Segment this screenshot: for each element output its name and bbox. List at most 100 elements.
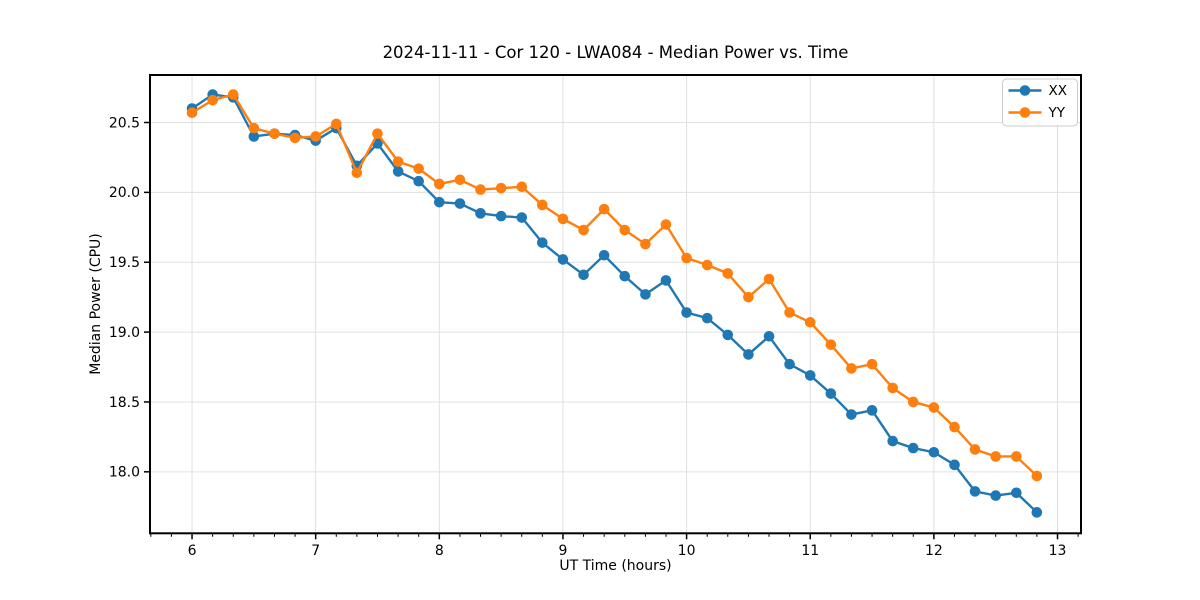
y-tick-label: 19.5: [109, 255, 140, 271]
data-point-xx: [846, 409, 857, 420]
data-point-yy: [763, 273, 775, 285]
y-tick-label: 20.0: [109, 185, 140, 201]
x-axis-label: UT Time (hours): [559, 558, 671, 574]
data-point-yy: [351, 167, 363, 179]
series-xx: [186, 89, 1043, 518]
data-point-yy: [1031, 470, 1043, 482]
data-point-xx: [475, 208, 486, 219]
data-point-yy: [640, 238, 651, 250]
data-point-xx: [660, 275, 672, 286]
data-point-yy: [681, 252, 692, 264]
data-point-yy: [887, 382, 898, 394]
data-point-xx: [640, 289, 651, 300]
data-point-xx: [619, 270, 631, 282]
data-point-yy: [928, 402, 940, 413]
data-point-xx: [949, 459, 960, 471]
legend-item-yy: YY: [1008, 105, 1066, 121]
x-tick-label: 6: [188, 543, 197, 559]
tick-labels: 6 7 8 9 10 11 12 13 18.0 18.5 19.0 19.5 20.0 20.5: [109, 115, 1067, 558]
y-tick-label: 18.5: [109, 395, 140, 411]
data-point-xx: [907, 442, 919, 454]
chart-title: 2024-11-11 - Cor 120 - LWA084 - Median P…: [383, 43, 849, 62]
y-tick-label: 20.5: [109, 115, 140, 131]
data-point-xx: [784, 358, 795, 370]
legend-item-xx: XX: [1008, 83, 1068, 99]
data-point-yy: [392, 156, 404, 167]
data-point-yy: [578, 224, 589, 236]
data-point-xx: [969, 486, 981, 497]
data-point-xx: [392, 166, 404, 177]
data-point-yy: [619, 224, 631, 236]
x-tick-label: 9: [558, 543, 567, 559]
data-point-yy: [701, 259, 713, 271]
x-tick-label: 13: [1049, 543, 1067, 559]
legend-marker-xx: [1019, 85, 1031, 96]
data-point-yy: [331, 118, 342, 130]
data-point-xx: [887, 435, 898, 447]
data-point-xx: [825, 388, 837, 399]
y-tick-label: 19.0: [109, 325, 140, 341]
data-point-xx: [681, 307, 692, 318]
data-point-xx: [990, 490, 1001, 501]
axis-ticks: [144, 121, 1079, 540]
data-point-yy: [289, 132, 301, 144]
data-point-yy: [557, 213, 569, 225]
x-tick-label: 7: [311, 543, 320, 559]
legend-marker-yy: [1019, 107, 1031, 118]
data-point-yy: [804, 317, 816, 328]
data-point-yy: [475, 184, 486, 195]
data-point-yy: [516, 181, 528, 193]
data-point-xx: [248, 131, 260, 142]
data-point-xx: [722, 329, 734, 341]
data-point-yy: [310, 131, 321, 142]
x-tick-label: 11: [801, 543, 819, 559]
data-point-yy: [907, 396, 919, 408]
y-axis-label: Median Power (CPU): [88, 233, 104, 375]
data-point-yy: [1011, 451, 1022, 462]
data-point-yy: [537, 199, 548, 211]
data-point-yy: [227, 89, 239, 100]
series-line-yy: [190, 93, 1039, 478]
series-yy: [186, 89, 1043, 482]
x-tick-label: 8: [435, 543, 444, 559]
data-point-xx: [413, 175, 424, 187]
x-tick-label: 12: [925, 543, 943, 559]
data-point-xx: [557, 254, 569, 265]
data-point-yy: [743, 291, 754, 303]
data-point-xx: [454, 198, 466, 209]
data-point-xx: [516, 212, 528, 223]
data-point-xx: [804, 370, 816, 381]
data-point-xx: [701, 312, 713, 324]
data-point-xx: [495, 210, 507, 222]
data-point-xx: [928, 446, 940, 458]
data-point-yy: [372, 128, 383, 139]
plot-border: [149, 74, 1082, 535]
data-point-yy: [248, 122, 260, 134]
legend-label-xx: XX: [1049, 83, 1068, 99]
data-point-xx: [537, 237, 548, 248]
data-point-xx: [598, 249, 610, 261]
data-point-xx: [578, 269, 589, 281]
data-point-yy: [866, 358, 878, 370]
data-point-xx: [434, 196, 445, 208]
data-point-yy: [784, 307, 795, 318]
data-point-yy: [207, 94, 218, 106]
y-tick-label: 18.0: [109, 465, 140, 481]
data-point-yy: [598, 203, 610, 215]
series-layer: [186, 89, 1043, 518]
data-point-yy: [186, 107, 198, 119]
data-point-xx: [743, 349, 754, 360]
data-point-yy: [660, 219, 672, 230]
grid: [150, 75, 1081, 534]
data-point-yy: [454, 174, 466, 186]
data-point-xx: [1031, 507, 1043, 518]
data-point-yy: [969, 444, 981, 455]
data-point-yy: [825, 339, 837, 350]
legend: XX YY: [1002, 78, 1078, 127]
data-point-xx: [866, 405, 878, 416]
legend-label-yy: YY: [1048, 105, 1066, 121]
data-point-yy: [949, 421, 960, 433]
data-point-yy: [413, 163, 424, 174]
